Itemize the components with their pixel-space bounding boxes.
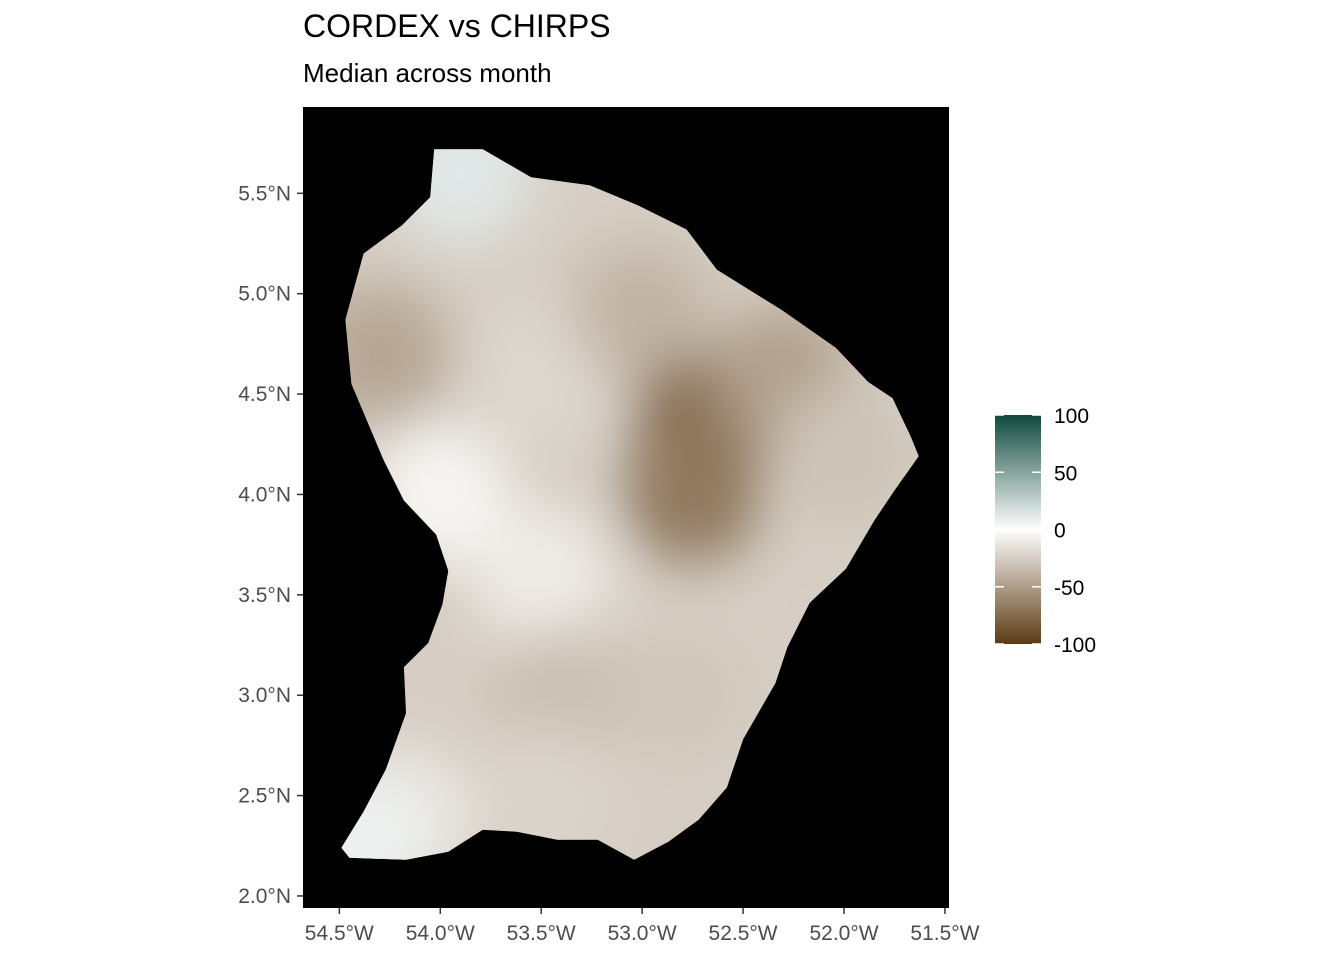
legend-tick-label: 100 xyxy=(1054,405,1089,428)
land-value-field xyxy=(341,149,915,860)
raster-sample xyxy=(471,304,612,444)
raster-sample xyxy=(471,725,612,860)
plot-title: CORDEX vs CHIRPS xyxy=(303,8,611,44)
x-tick-label: 52.0°W xyxy=(809,922,878,945)
legend-tick-label: 0 xyxy=(1054,520,1066,543)
y-tick-label: 5.0°N xyxy=(238,283,291,306)
x-tick-label: 53.0°W xyxy=(608,922,677,945)
raster-sample xyxy=(774,384,915,525)
raster-sample xyxy=(622,424,763,565)
y-tick-label: 5.5°N xyxy=(238,182,291,205)
y-tick-label: 2.0°N xyxy=(238,885,291,908)
raster-sample xyxy=(612,625,753,766)
plot-subtitle: Median across month xyxy=(303,58,552,88)
y-tick-label: 3.0°N xyxy=(238,684,291,707)
y-tick-label: 4.5°N xyxy=(238,383,291,406)
raster-sample xyxy=(572,243,713,384)
x-tick-label: 53.5°W xyxy=(507,922,576,945)
axes: 54.5°W 54.0°W 53.5°W 53.0°W 52.5°W 52.0°W 51.5… xyxy=(238,182,979,945)
raster-sample xyxy=(341,775,430,860)
y-tick-label: 3.5°N xyxy=(238,584,291,607)
legend-tick-label: 50 xyxy=(1054,462,1077,485)
legend-tick-label: -50 xyxy=(1054,577,1084,600)
raster-sample xyxy=(471,504,612,645)
x-tick-label: 52.5°W xyxy=(709,922,778,945)
x-tick-label: 51.5°W xyxy=(910,922,979,945)
legend: 100 50 0 -50 -100 xyxy=(995,405,1096,657)
x-tick-label: 54.5°W xyxy=(305,922,374,945)
y-tick-label: 4.0°N xyxy=(238,483,291,506)
x-tick-label: 54.0°W xyxy=(406,922,475,945)
legend-tick-label: -100 xyxy=(1054,634,1096,657)
y-tick-label: 2.5°N xyxy=(238,785,291,808)
raster-sample xyxy=(390,149,531,244)
land-raster xyxy=(341,149,919,860)
